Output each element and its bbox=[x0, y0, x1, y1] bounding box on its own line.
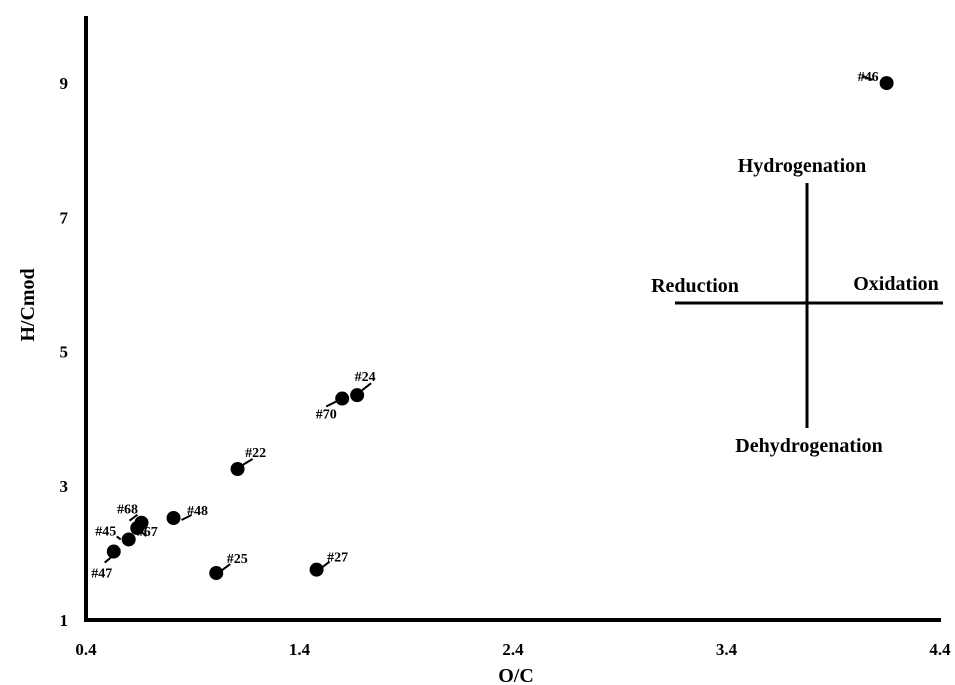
axes bbox=[84, 16, 941, 622]
point-label: #70 bbox=[316, 408, 337, 423]
point-label: #47 bbox=[91, 567, 112, 582]
quadrant-diagram: Hydrogenation Reduction Oxidation Dehydr… bbox=[651, 155, 943, 457]
point-leader-line bbox=[221, 563, 231, 571]
data-point bbox=[121, 532, 136, 547]
hydrogenation-label: Hydrogenation bbox=[738, 155, 867, 177]
data-point bbox=[350, 388, 365, 403]
point-leader-line bbox=[320, 560, 331, 569]
data-points: #46 #24 #70 #22 #48 #68 #67 #45 #47 #25 #27 bbox=[91, 70, 894, 582]
data-point bbox=[879, 76, 894, 91]
point-label: #27 bbox=[327, 551, 348, 566]
data-point bbox=[209, 566, 224, 581]
data-point bbox=[309, 562, 324, 577]
point-leader-line bbox=[104, 556, 112, 564]
point-label: #25 bbox=[227, 552, 248, 567]
point-label: #68 bbox=[117, 503, 138, 518]
point-label: #48 bbox=[187, 504, 208, 519]
point-label: #67 bbox=[137, 525, 158, 540]
point-leader-line bbox=[181, 514, 192, 521]
point-leader-line bbox=[128, 513, 139, 522]
x-tick-label: 1.4 bbox=[289, 640, 311, 659]
y-axis-label: H/Cmod bbox=[17, 268, 39, 341]
y-tick-label: 1 bbox=[60, 611, 69, 630]
x-tick-label: 4.4 bbox=[929, 640, 951, 659]
data-point bbox=[130, 521, 145, 536]
y-tick-label: 3 bbox=[60, 477, 69, 496]
point-leader-line bbox=[325, 400, 337, 408]
point-label: #22 bbox=[245, 446, 266, 461]
x-axis-label: O/C bbox=[498, 665, 534, 685]
x-tick-label: 2.4 bbox=[502, 640, 524, 659]
y-tick-label: 7 bbox=[60, 208, 69, 227]
point-label: #46 bbox=[858, 70, 879, 85]
dehydrogenation-label: Dehydrogenation bbox=[735, 435, 882, 457]
y-tick-label: 5 bbox=[60, 343, 69, 362]
data-point bbox=[106, 544, 121, 559]
x-tick-label: 3.4 bbox=[716, 640, 738, 659]
point-label: #24 bbox=[355, 370, 376, 385]
data-point bbox=[166, 510, 181, 525]
oxidation-label: Oxidation bbox=[853, 273, 939, 295]
point-leader-line bbox=[116, 535, 122, 541]
point-leader-line bbox=[862, 75, 873, 82]
point-label: #45 bbox=[95, 524, 116, 539]
point-leader-line bbox=[242, 458, 254, 466]
data-point bbox=[230, 462, 245, 476]
data-point bbox=[335, 391, 350, 406]
y-tick-label: 9 bbox=[60, 74, 69, 93]
tick-labels: 0.4 1.4 2.4 3.4 4.4 1 3 5 7 9 bbox=[60, 74, 952, 659]
x-tick-label: 0.4 bbox=[75, 640, 97, 659]
reduction-label: Reduction bbox=[651, 275, 739, 297]
point-leader-line bbox=[361, 382, 372, 391]
